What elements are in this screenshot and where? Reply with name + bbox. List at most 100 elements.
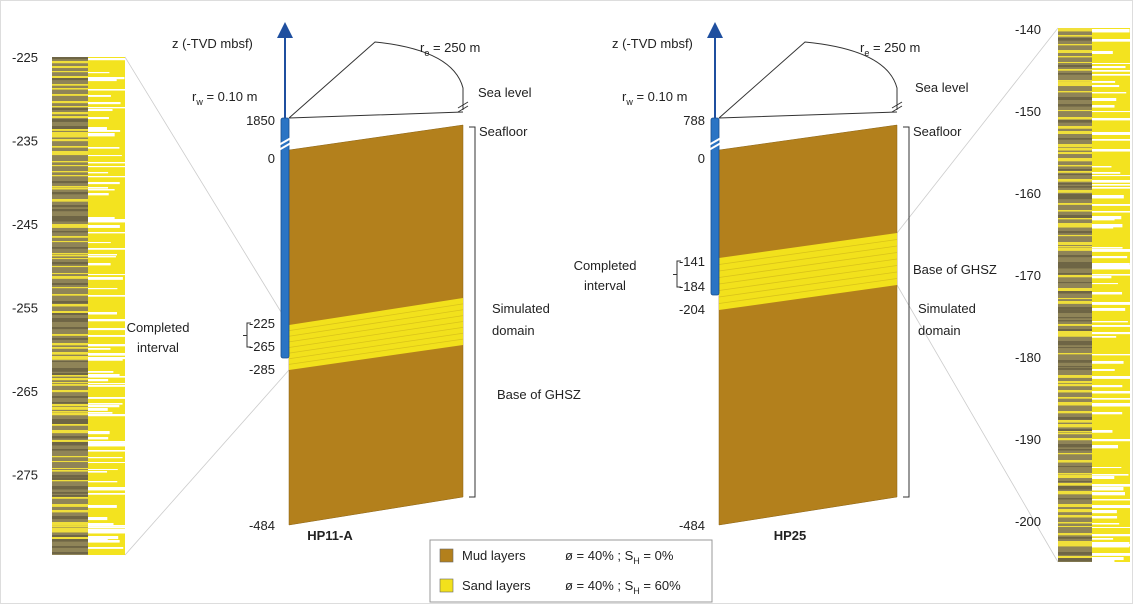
strip-stripe [52, 61, 88, 63]
strip-stripe [88, 397, 125, 399]
strip-stripe [52, 539, 88, 542]
strip-stripe [1092, 445, 1118, 448]
strip-stripe [1058, 417, 1092, 420]
strip-stripe [1092, 139, 1130, 141]
strip-stripe [1092, 29, 1130, 32]
strip-stripe [52, 181, 88, 183]
strip-stripe [1058, 190, 1092, 193]
strip-stripe [88, 89, 125, 91]
strip-stripe [1092, 430, 1112, 433]
strip-stripe [1092, 247, 1123, 249]
strip-stripe [52, 266, 88, 267]
strip-stripe [1058, 317, 1092, 318]
strip-stripe [1058, 301, 1092, 304]
strip-stripe [88, 457, 123, 458]
strip-stripe [88, 155, 122, 156]
strip-stripe [52, 449, 88, 451]
strip-stripe [52, 231, 88, 232]
strip-stripe [1058, 366, 1092, 367]
strip-stripe [88, 147, 119, 149]
strip-stripe [1092, 265, 1130, 267]
depth-label: -225 [249, 316, 275, 331]
domain-label: domain [918, 323, 961, 338]
strip-stripe [88, 385, 125, 387]
mud-column [719, 125, 897, 525]
strip-stripe [88, 443, 125, 446]
strip-stripe [52, 347, 88, 349]
strip-stripe [1058, 411, 1092, 413]
strip-stripe [1058, 174, 1092, 175]
strip-stripe [1058, 120, 1092, 123]
strip-stripe [1092, 505, 1130, 508]
strip-stripe [88, 441, 125, 443]
strip-stripe [1058, 310, 1092, 313]
strip-stripe [88, 248, 125, 250]
well-name: HP25 [774, 528, 807, 543]
strip-stripe [1092, 332, 1130, 334]
strip-stripe [1058, 235, 1092, 236]
strip-stripe [1092, 180, 1130, 183]
strip-stripe [1092, 439, 1130, 441]
strip-stripe [88, 263, 111, 265]
depth-label: -184 [679, 279, 705, 294]
strip-stripe [1058, 218, 1092, 219]
strip-stripe [52, 402, 88, 404]
strip-stripe [52, 151, 88, 154]
strip-stripe [52, 304, 88, 306]
strip-stripe [52, 411, 88, 413]
strip-stripe [88, 274, 125, 275]
well-name: HP11-A [307, 528, 353, 543]
strip-stripe [1058, 381, 1092, 383]
strip-stripe [88, 295, 125, 297]
strip-stripe [88, 95, 111, 97]
strip-stripe [1092, 321, 1128, 322]
strip-stripe [88, 172, 108, 173]
strip-stripe [88, 408, 108, 411]
strip-stripe [1058, 558, 1092, 561]
strip-stripe [52, 255, 88, 256]
strip-stripe [1092, 405, 1130, 406]
depth-label: -255 [12, 301, 38, 316]
domain-label: domain [492, 323, 535, 338]
strip-stripe [52, 378, 88, 380]
strip-stripe [1058, 50, 1092, 53]
strip-stripe [1058, 126, 1092, 129]
ghsz-label: Base of GHSZ [497, 387, 581, 402]
strip-stripe [1092, 184, 1130, 186]
strip-stripe [52, 258, 88, 259]
strip-stripe [1092, 132, 1130, 135]
strip-stripe [52, 318, 88, 320]
strip-stripe [52, 390, 88, 392]
strip-stripe [88, 348, 110, 350]
strip-stripe [1058, 431, 1092, 432]
strip-stripe [88, 471, 107, 473]
strip-stripe [52, 129, 88, 131]
strip-stripe [1058, 158, 1092, 161]
strip-stripe [88, 130, 120, 132]
strip-stripe [1058, 288, 1092, 291]
strip-stripe [52, 313, 88, 315]
strip-stripe [1092, 474, 1128, 476]
strip-stripe [52, 516, 88, 519]
strip-stripe [1092, 484, 1130, 487]
strip-stripe [1092, 276, 1111, 278]
strip-stripe [52, 78, 88, 80]
strip-stripe [52, 126, 88, 129]
depth-label: -141 [679, 254, 705, 269]
strip-stripe [88, 288, 117, 289]
strip-stripe [88, 335, 125, 337]
strip-stripe [52, 236, 88, 238]
seafloor-label: Seafloor [479, 124, 528, 139]
sea-level-label: Sea level [478, 85, 532, 100]
strip-stripe [52, 524, 88, 526]
strip-stripe [1092, 559, 1114, 562]
strip-stripe [1058, 509, 1092, 512]
strip-stripe [1092, 385, 1122, 387]
legend-properties-rest: = 60% [640, 578, 681, 593]
strip-stripe [1058, 347, 1092, 348]
strip-stripe [1058, 186, 1092, 188]
strip-stripe [1058, 420, 1092, 423]
strip-stripe [1058, 273, 1092, 275]
strip-stripe [88, 376, 125, 378]
strip-stripe [1092, 274, 1130, 276]
